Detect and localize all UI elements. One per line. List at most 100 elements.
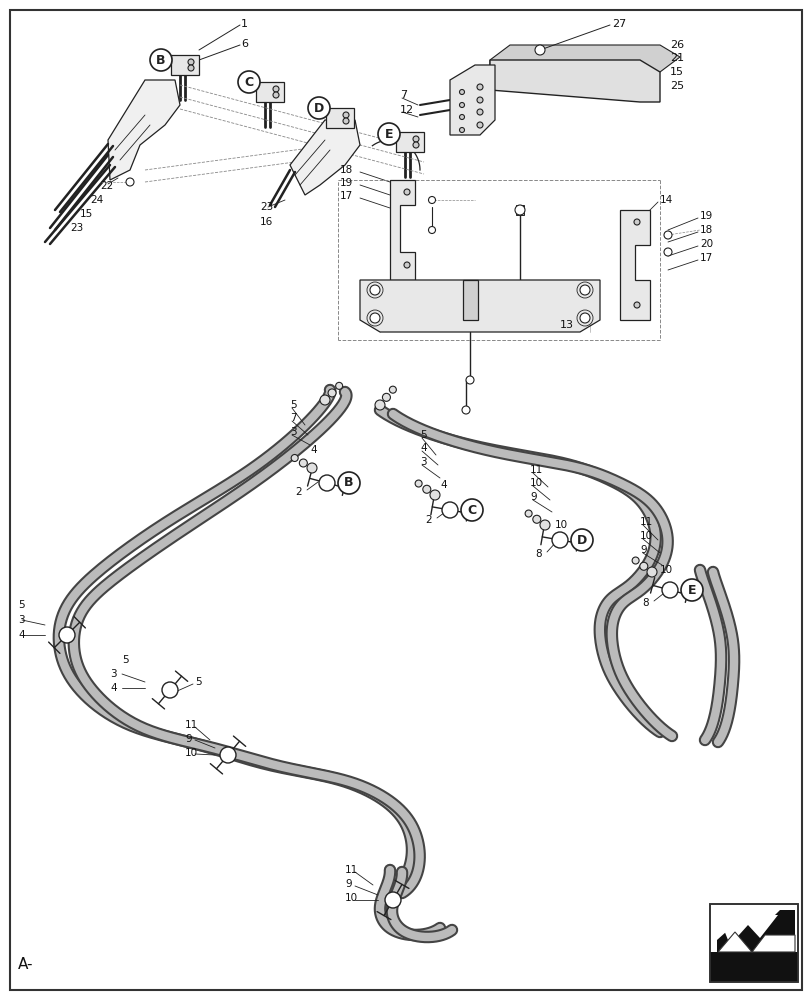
Circle shape xyxy=(579,285,590,295)
Polygon shape xyxy=(108,80,180,180)
Text: 3: 3 xyxy=(109,669,117,679)
Circle shape xyxy=(466,376,474,384)
Circle shape xyxy=(307,97,329,119)
Circle shape xyxy=(414,480,422,487)
Text: B: B xyxy=(344,477,354,489)
Text: C: C xyxy=(467,504,476,516)
Text: 4: 4 xyxy=(310,445,316,455)
Polygon shape xyxy=(717,932,794,952)
Text: 17: 17 xyxy=(340,191,353,201)
Circle shape xyxy=(459,90,464,95)
Text: 23: 23 xyxy=(260,202,273,212)
Text: D: D xyxy=(576,534,586,546)
Text: 10: 10 xyxy=(639,531,652,541)
Circle shape xyxy=(459,128,464,133)
Bar xyxy=(515,205,523,215)
Circle shape xyxy=(404,189,410,195)
Bar xyxy=(709,952,797,982)
Text: 5: 5 xyxy=(122,655,128,665)
Text: 3: 3 xyxy=(419,457,426,467)
Bar xyxy=(709,904,797,982)
Text: 5: 5 xyxy=(195,677,201,687)
Text: 20: 20 xyxy=(699,239,712,249)
Circle shape xyxy=(430,490,440,500)
Text: 9: 9 xyxy=(345,879,351,889)
Circle shape xyxy=(633,219,639,225)
Circle shape xyxy=(382,393,390,401)
Text: 1: 1 xyxy=(241,19,247,29)
Circle shape xyxy=(370,313,380,323)
Text: 21: 21 xyxy=(669,53,684,63)
Circle shape xyxy=(441,502,457,518)
Circle shape xyxy=(428,227,435,234)
Text: 11: 11 xyxy=(639,517,652,527)
Circle shape xyxy=(633,302,639,308)
Circle shape xyxy=(525,510,531,517)
Text: 9: 9 xyxy=(639,545,646,555)
Polygon shape xyxy=(620,210,649,320)
Text: 3: 3 xyxy=(290,427,296,437)
Circle shape xyxy=(150,49,172,71)
Circle shape xyxy=(220,747,236,763)
Text: 4: 4 xyxy=(440,480,446,490)
Circle shape xyxy=(370,285,380,295)
Bar xyxy=(255,82,284,102)
Text: 17: 17 xyxy=(699,253,712,263)
Text: E: E xyxy=(687,584,695,596)
Circle shape xyxy=(375,400,384,410)
Circle shape xyxy=(342,118,349,124)
Text: 19: 19 xyxy=(340,178,353,188)
Circle shape xyxy=(514,205,525,215)
Circle shape xyxy=(328,389,336,397)
Text: B: B xyxy=(156,54,165,67)
Text: 10: 10 xyxy=(530,478,543,488)
Circle shape xyxy=(532,515,540,523)
Text: 18: 18 xyxy=(699,225,712,235)
Circle shape xyxy=(337,472,359,494)
Circle shape xyxy=(476,97,483,103)
Circle shape xyxy=(476,122,483,128)
Text: 14: 14 xyxy=(659,195,672,205)
Text: 11: 11 xyxy=(345,865,358,875)
Text: 10: 10 xyxy=(659,565,672,575)
Text: 4: 4 xyxy=(18,630,24,640)
Polygon shape xyxy=(449,65,495,135)
Polygon shape xyxy=(462,280,478,320)
Circle shape xyxy=(126,178,134,186)
Circle shape xyxy=(320,395,329,405)
Text: 5: 5 xyxy=(18,600,24,610)
Polygon shape xyxy=(489,45,679,72)
Text: 2: 2 xyxy=(294,487,301,497)
Text: A-: A- xyxy=(18,957,33,972)
Circle shape xyxy=(319,475,335,491)
Circle shape xyxy=(307,463,316,473)
Text: 5: 5 xyxy=(290,400,296,410)
Text: C: C xyxy=(244,76,253,89)
Text: 24: 24 xyxy=(90,195,103,205)
Bar xyxy=(709,904,797,982)
Text: 11: 11 xyxy=(530,465,543,475)
Text: D: D xyxy=(314,102,324,115)
Text: 15: 15 xyxy=(80,209,93,219)
Circle shape xyxy=(238,71,260,93)
Polygon shape xyxy=(489,60,659,102)
Circle shape xyxy=(378,123,400,145)
Text: 23: 23 xyxy=(70,223,84,233)
Text: 10: 10 xyxy=(185,748,198,758)
Circle shape xyxy=(646,567,656,577)
Circle shape xyxy=(680,579,702,601)
Circle shape xyxy=(534,45,544,55)
Circle shape xyxy=(272,92,279,98)
Polygon shape xyxy=(359,280,599,332)
Circle shape xyxy=(188,65,194,71)
Circle shape xyxy=(476,84,483,90)
Text: 11: 11 xyxy=(185,720,198,730)
Circle shape xyxy=(162,682,178,698)
Text: 3: 3 xyxy=(18,615,24,625)
Circle shape xyxy=(404,262,410,268)
Text: 8: 8 xyxy=(642,598,648,608)
Text: 9: 9 xyxy=(530,492,536,502)
Circle shape xyxy=(639,562,647,570)
Circle shape xyxy=(663,231,672,239)
Circle shape xyxy=(59,627,75,643)
